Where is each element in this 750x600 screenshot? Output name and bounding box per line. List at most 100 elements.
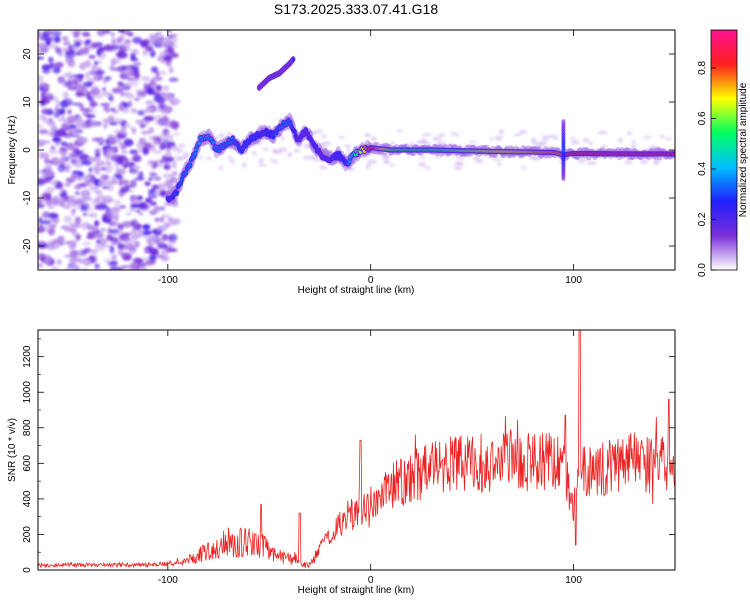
spectrogram-noise-cell [103, 258, 112, 264]
spectrogram-noise-cell [143, 142, 152, 149]
y-tick-label: -10 [22, 190, 33, 205]
spectrogram-faint-cell [631, 140, 636, 144]
spectrogram-noise-cell [151, 66, 159, 73]
spectrogram-noise-cell [129, 261, 138, 270]
spectrogram-noise-cell [82, 32, 91, 38]
spectrogram-noise-cell [71, 134, 81, 138]
colorbar-label: Normalized spectral amplitude [738, 82, 749, 217]
spectrogram-noise-cell [113, 199, 122, 207]
y-tick-label: -20 [22, 238, 33, 253]
spectrogram-noise-cell [163, 94, 174, 102]
spectrogram-noise-cell [136, 195, 144, 200]
spectrogram-noise-cell [111, 175, 117, 183]
spectrogram-noise-cell [162, 173, 172, 179]
spectrogram-noise-cell [163, 119, 171, 128]
spectrogram-noise-cell [117, 81, 124, 87]
spectrogram-faint-cell [345, 149, 352, 152]
spectrogram-faint-cell [178, 143, 186, 148]
spectrogram-noise-cell [70, 256, 81, 262]
spectrogram-faint-cell [173, 132, 180, 136]
x-tick-label: -100 [158, 275, 178, 286]
spectrogram-faint-cell [659, 134, 665, 138]
spectrogram-noise-cell [140, 130, 151, 135]
spectrogram-faint-cell [396, 129, 403, 133]
spectrogram-faint-cell [280, 136, 285, 141]
spectrogram-noise-cell [160, 91, 167, 97]
spectrogram-noise-cell [129, 207, 136, 212]
spectrogram-noise-cell [86, 156, 97, 162]
spectrogram-noise-cell [52, 136, 62, 143]
y-tick-label: 200 [22, 526, 33, 543]
spectrogram-noise-cell [74, 198, 85, 205]
spectrogram-noise-cell [53, 111, 61, 119]
spectrogram-noise-cell [81, 241, 91, 247]
spectrogram-noise-cell [160, 108, 172, 115]
snr-x-ticks: -100 0 100 [158, 330, 582, 586]
spectrogram-noise-cell [83, 260, 90, 265]
spectrogram-noise-cell [159, 216, 165, 223]
spectrogram-noise-cell [88, 54, 96, 59]
spectrogram-faint-cell [631, 144, 637, 150]
spectrogram-noise-cell [127, 100, 133, 108]
spectrogram-noise-cell [53, 159, 58, 167]
spectrogram-noise-cell [83, 247, 92, 254]
spectrogram-noise-cell [59, 108, 66, 115]
spectrogram-noise-cell [38, 124, 43, 128]
spectrogram-noise-cell [48, 68, 54, 72]
spectrogram-noise-cell [41, 211, 51, 219]
spectrogram-noise-cell [48, 242, 56, 246]
spectrogram-noise-cell [104, 153, 112, 160]
spectrogram-faint-cell [451, 131, 457, 136]
snr-panel: -100 0 100 0 200 400 600 800 1000 1200 Height of… [7, 329, 676, 596]
y-tick-label: 10 [22, 96, 33, 108]
spectrogram-noise-cell [113, 129, 124, 134]
spectrogram-noise-cell [125, 68, 132, 77]
spectrogram-noise-cell [46, 201, 53, 206]
spectrogram-noise-cell [79, 205, 89, 212]
spectrogram-faint-cell [418, 162, 427, 167]
snr-frame [37, 329, 676, 571]
spectrogram-noise-cell [38, 240, 46, 244]
spectrogram-noise-cell [117, 50, 124, 57]
spectrogram-noise-cell [53, 202, 58, 207]
spectrogram-noise-cell [153, 173, 158, 182]
spectrogram-noise-cell [170, 221, 176, 225]
spectrogram-noise-cell [82, 81, 93, 87]
spectrogram-noise-cell [168, 77, 179, 83]
spectrogram-faint-cell [371, 136, 377, 142]
spectrogram-noise-cell [130, 54, 136, 61]
spectrogram-noise-cell [48, 56, 54, 63]
spectrogram-faint-cell [520, 166, 527, 169]
spectrogram-noise-cell [94, 267, 100, 270]
spectrogram-noise-cell [107, 115, 115, 124]
spectrogram-noise-cell [155, 96, 166, 104]
y-tick-label: 400 [22, 490, 33, 507]
spectrogram-noise-cell [134, 177, 145, 181]
spectrogram-noise-cell [64, 227, 74, 233]
spectrogram-noise-cell [56, 129, 67, 137]
spectrogram-noise-cell [164, 221, 171, 228]
spectrogram-noise-cell [103, 122, 108, 130]
spectrogram-faint-cell [367, 159, 377, 164]
spectrogram-noise-cell [144, 181, 151, 186]
spectrogram-faint-cell [366, 163, 371, 168]
spectrogram-faint-cell [643, 135, 652, 139]
spectrogram-noise-cell [84, 181, 90, 187]
spectrogram-noise-cell [89, 186, 99, 191]
y-tick-label: 1200 [22, 345, 33, 368]
spectrogram-faint-cell [390, 141, 396, 145]
spectrogram-noise-cell [106, 183, 114, 192]
spectrogram-faint-cell [475, 158, 484, 164]
figure-title: S173.2025.333.07.41.G18 [274, 1, 438, 17]
spectrogram-faint-cell [416, 139, 426, 144]
spectrogram-noise-cell [80, 86, 86, 91]
spectrogram-noise-cell [105, 148, 115, 155]
spectrogram-noise-cell [94, 168, 100, 175]
spectrogram-noise-cell [63, 215, 73, 223]
spectrogram-faint-cell [432, 136, 442, 141]
spectrogram-noise-cell [143, 115, 155, 122]
spectrogram-noise-cell [64, 182, 71, 187]
spectrogram-faint-cell [321, 134, 327, 139]
spectrogram-noise-cell [121, 252, 132, 259]
spectrogram-noise-cell [155, 71, 160, 78]
